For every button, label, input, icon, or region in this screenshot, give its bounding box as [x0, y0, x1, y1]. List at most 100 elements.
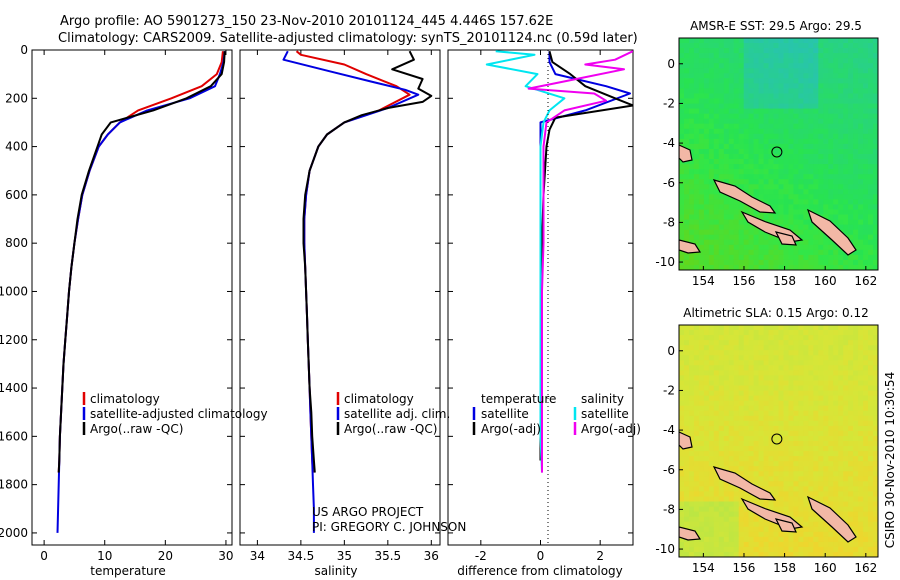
- heatmap-cell: [713, 491, 720, 497]
- heatmap-cell: [728, 415, 735, 422]
- heatmap-cell: [843, 481, 849, 487]
- heatmap-cell: [803, 536, 809, 543]
- heatmap-cell: [838, 385, 844, 392]
- heatmap-cell: [758, 541, 765, 548]
- heatmap-cell: [738, 73, 745, 79]
- heatmap-cell: [713, 189, 720, 195]
- heatmap-cell: [758, 415, 765, 422]
- heatmap-cell: [833, 481, 839, 487]
- heatmap-cell: [684, 400, 690, 407]
- heatmap-cell: [823, 128, 829, 135]
- heatmap-cell: [808, 541, 814, 548]
- heatmap-cell: [848, 400, 854, 407]
- x-tick-label: 35.5: [374, 549, 401, 563]
- heatmap-cell: [788, 420, 795, 427]
- heatmap-cell: [758, 390, 765, 397]
- heatmap-cell: [723, 415, 730, 422]
- heatmap-cell: [679, 420, 685, 427]
- heatmap-cell: [748, 375, 755, 381]
- heatmap-cell: [833, 244, 839, 251]
- heatmap-cell: [708, 214, 715, 221]
- heatmap-cell: [783, 78, 790, 84]
- heatmap-cell: [848, 58, 854, 64]
- heatmap-cell: [753, 123, 760, 130]
- heatmap-cell: [848, 516, 854, 523]
- heatmap-cell: [858, 73, 864, 79]
- heatmap-cell: [703, 446, 710, 452]
- heatmap-cell: [853, 239, 859, 246]
- heatmap-cell: [778, 451, 785, 457]
- heatmap-cell: [863, 491, 869, 497]
- heatmap-cell: [843, 48, 849, 54]
- heatmap-cell: [843, 204, 849, 210]
- heatmap-cell: [773, 330, 780, 336]
- heatmap-cell: [798, 103, 804, 110]
- heatmap-cell: [738, 370, 745, 376]
- heatmap-cell: [783, 511, 790, 518]
- heatmap-cell: [718, 149, 725, 155]
- heatmap-cell: [793, 541, 799, 548]
- heatmap-cell: [828, 335, 834, 341]
- heatmap-cell: [783, 68, 790, 74]
- heatmap-cell: [763, 189, 770, 195]
- heatmap-cell: [843, 118, 849, 125]
- heatmap-cell: [823, 501, 829, 508]
- heatmap-cell: [698, 249, 705, 256]
- heatmap-cell: [868, 340, 874, 346]
- heatmap-cell: [808, 390, 814, 397]
- heatmap-cell: [778, 128, 785, 135]
- heatmap-cell: [768, 546, 775, 553]
- heatmap-cell: [758, 83, 765, 89]
- heatmap-cell: [763, 53, 770, 59]
- heatmap-cell: [713, 234, 720, 241]
- heatmap-cell: [828, 360, 834, 366]
- heatmap-cell: [848, 254, 854, 261]
- heatmap-cell: [748, 365, 755, 371]
- heatmap-cell: [838, 58, 844, 64]
- heatmap-cell: [823, 496, 829, 503]
- heatmap-cell: [689, 446, 695, 452]
- heatmap-cell: [778, 350, 785, 356]
- heatmap-cell: [753, 415, 760, 422]
- heatmap-cell: [723, 118, 730, 125]
- heatmap-cell: [868, 501, 874, 508]
- heatmap-cell: [743, 88, 750, 94]
- heatmap-cell: [679, 481, 685, 487]
- heatmap-cell: [728, 521, 735, 528]
- heatmap-cell: [843, 425, 849, 432]
- heatmap-cell: [838, 78, 844, 84]
- heatmap-cell: [788, 355, 795, 361]
- heatmap-cell: [858, 143, 864, 150]
- heatmap-cell: [693, 521, 700, 528]
- heatmap-cell: [808, 265, 814, 270]
- heatmap-cell: [833, 204, 839, 210]
- heatmap-cell: [728, 456, 735, 462]
- heatmap-cell: [783, 53, 790, 59]
- heatmap-cell: [858, 138, 864, 145]
- heatmap-cell: [713, 476, 720, 482]
- heatmap-cell: [873, 471, 878, 477]
- heatmap-cell: [748, 405, 755, 412]
- heatmap-cell: [868, 113, 874, 120]
- heatmap-cell: [753, 536, 760, 543]
- heatmap-cell: [698, 400, 705, 407]
- heatmap-cell: [808, 88, 814, 94]
- heatmap-cell: [823, 239, 829, 246]
- heatmap-cell: [788, 410, 795, 417]
- heatmap-cell: [783, 481, 790, 487]
- heatmap-cell: [848, 395, 854, 402]
- heatmap-cell: [763, 164, 770, 170]
- heatmap-cell: [858, 415, 864, 422]
- heatmap-cell: [698, 63, 705, 69]
- heatmap-cell: [813, 345, 819, 351]
- heatmap-cell: [863, 43, 869, 49]
- heatmap-cell: [858, 184, 864, 190]
- heatmap-cell: [773, 214, 780, 221]
- heatmap-cell: [773, 159, 780, 165]
- heatmap-cell: [863, 219, 869, 226]
- heatmap-cell: [848, 199, 854, 205]
- heatmap-cell: [853, 98, 859, 105]
- heatmap-cell: [708, 340, 715, 346]
- heatmap-cell: [684, 430, 690, 437]
- heatmap-cell: [803, 113, 809, 120]
